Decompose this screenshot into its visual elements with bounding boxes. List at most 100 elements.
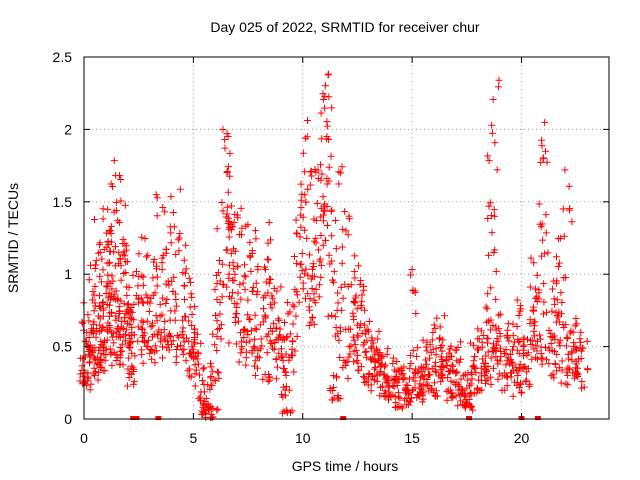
data-point	[523, 368, 531, 376]
data-point	[308, 167, 316, 175]
data-point	[272, 355, 280, 363]
data-point	[167, 193, 175, 201]
data-point	[489, 322, 497, 330]
data-point	[349, 333, 357, 341]
data-point	[530, 327, 538, 335]
data-point	[195, 395, 203, 403]
data-point	[368, 334, 376, 342]
data-point	[478, 338, 486, 346]
data-point	[175, 234, 183, 242]
data-point	[315, 246, 323, 254]
data-point	[507, 356, 515, 364]
data-point	[485, 157, 493, 165]
data-point	[117, 175, 125, 183]
data-point	[460, 372, 468, 380]
data-point	[505, 337, 513, 345]
data-point	[106, 321, 114, 329]
data-point	[547, 339, 555, 347]
data-point	[138, 233, 146, 241]
data-point	[364, 381, 372, 389]
data-point	[221, 136, 229, 144]
data-point	[190, 329, 198, 337]
data-point	[454, 402, 462, 410]
data-point	[414, 344, 422, 352]
data-point	[106, 226, 114, 234]
data-point	[357, 277, 365, 285]
data-point	[134, 337, 142, 345]
data-point	[422, 360, 430, 368]
data-point	[537, 223, 545, 231]
data-point	[521, 363, 529, 371]
data-point	[541, 343, 549, 351]
data-point	[256, 345, 264, 353]
data-point	[288, 407, 296, 415]
data-point	[565, 364, 573, 372]
data-point	[301, 134, 309, 142]
data-point	[447, 390, 455, 398]
data-point	[153, 262, 161, 270]
data-point	[568, 218, 576, 226]
data-point	[102, 289, 110, 297]
data-point	[579, 344, 587, 352]
data-point	[181, 312, 189, 320]
data-point	[197, 388, 205, 396]
data-point	[98, 299, 106, 307]
data-point	[145, 336, 153, 344]
data-point	[159, 294, 167, 302]
data-point	[173, 343, 181, 351]
data-point	[246, 252, 254, 260]
data-point	[488, 212, 496, 220]
data-point	[360, 378, 368, 386]
data-point	[206, 359, 214, 367]
data-point	[452, 346, 460, 354]
data-point	[446, 386, 454, 394]
data-point	[542, 211, 550, 219]
data-point	[395, 376, 403, 384]
data-point	[492, 295, 500, 303]
data-point	[225, 270, 233, 278]
data-point	[447, 342, 455, 350]
data-point	[448, 361, 456, 369]
data-point	[560, 274, 568, 282]
data-point	[516, 337, 524, 345]
data-point	[310, 237, 318, 245]
data-point	[109, 277, 117, 285]
data-point	[517, 305, 525, 313]
data-point	[341, 208, 349, 216]
data-point	[156, 300, 164, 308]
data-point	[323, 221, 331, 229]
data-point	[491, 246, 499, 254]
data-point	[418, 373, 426, 381]
data-point	[157, 338, 165, 346]
data-point	[303, 133, 311, 141]
data-point	[464, 376, 472, 384]
data-point	[573, 345, 581, 353]
data-point	[156, 312, 164, 320]
data-point	[330, 268, 338, 276]
data-point	[484, 339, 492, 347]
data-point	[176, 229, 184, 237]
zero-value-marker	[155, 416, 162, 420]
data-point	[277, 353, 285, 361]
data-point	[482, 352, 490, 360]
data-point	[498, 386, 506, 394]
data-point	[254, 263, 262, 271]
data-point	[96, 272, 104, 280]
data-point	[151, 342, 159, 350]
data-point	[198, 377, 206, 385]
data-point	[428, 385, 436, 393]
data-point	[116, 255, 124, 263]
data-point	[285, 386, 293, 394]
data-point	[530, 306, 538, 314]
data-point	[275, 349, 283, 357]
data-point	[553, 296, 561, 304]
zero-value-marker	[130, 416, 137, 420]
data-point	[482, 303, 490, 311]
data-point	[172, 250, 180, 258]
data-point	[114, 217, 122, 225]
data-point	[218, 260, 226, 268]
data-point	[551, 360, 559, 368]
data-point	[209, 368, 217, 376]
data-point	[402, 381, 410, 389]
data-point	[302, 198, 310, 206]
